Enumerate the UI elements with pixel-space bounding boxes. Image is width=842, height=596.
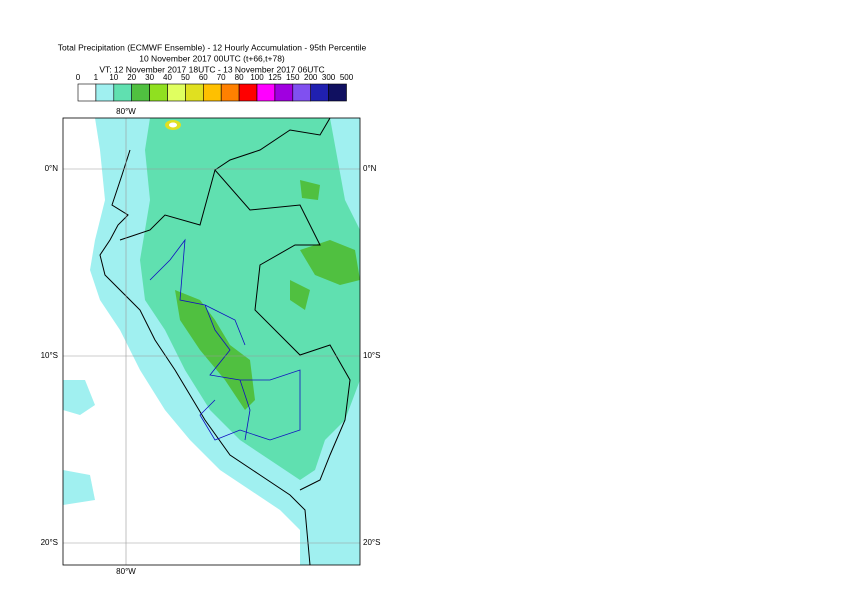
colorbar-label: 125 — [268, 73, 282, 82]
title-line: 10 November 2017 00UTC (t+66,t+78) — [139, 53, 285, 63]
colorbar-label: 20 — [127, 73, 136, 82]
colorbar-box — [256, 83, 276, 102]
admin-border — [149, 238, 301, 441]
map — [63, 118, 360, 565]
colorbar-label: 200 — [304, 73, 318, 82]
colorbar-label: 50 — [181, 73, 190, 82]
lat-label: 0°N — [363, 164, 377, 173]
rain-patch — [290, 180, 360, 310]
lat-label: 20°S — [41, 538, 58, 547]
colorbar-label: 10 — [109, 73, 118, 82]
dry-ocean — [63, 118, 300, 565]
colorbar-label: 500 — [340, 73, 354, 82]
colorbar: 0 1 10 20 30 40 50 60 70 80 100 125 150 200 300 500 — [76, 73, 354, 102]
coastline — [99, 149, 311, 565]
map-frame — [62, 117, 361, 566]
colorbar-box — [274, 83, 294, 102]
colorbar-box — [149, 83, 168, 102]
colorbar-label: 80 — [235, 73, 244, 82]
colorbar-box — [220, 83, 240, 102]
colorbar-box — [113, 83, 133, 102]
colorbar-label: 40 — [163, 73, 172, 82]
lat-label: 0°N — [45, 164, 59, 173]
lon-label: 80°W — [116, 107, 136, 116]
title-line: Total Precipitation (ECMWF Ensemble) - 1… — [58, 42, 367, 52]
lat-label: 10°S — [41, 351, 58, 360]
colorbar-box — [292, 83, 311, 102]
colorbar-box — [131, 83, 150, 102]
rain-band — [175, 290, 255, 410]
colorbar-label: 100 — [250, 73, 264, 82]
lon-label: 80°W — [116, 567, 136, 576]
wet-ocean — [63, 380, 95, 505]
border — [214, 118, 331, 171]
colorbar-label: 150 — [286, 73, 300, 82]
colorbar-label: 0 — [76, 73, 81, 82]
colorbar-box — [238, 83, 258, 102]
colorbar-box — [77, 83, 97, 102]
title-line: VT: 12 November 2017 18UTC - 13 November… — [99, 64, 324, 74]
colorbar-box — [203, 83, 222, 102]
colorbar-box — [328, 83, 347, 102]
lat-label: 20°S — [363, 538, 380, 547]
rain-max — [169, 122, 177, 128]
lat-label: 10°S — [363, 351, 380, 360]
colorbar-label: 60 — [199, 73, 208, 82]
colorbar-box — [310, 83, 329, 102]
colorbar-label: 1 — [94, 73, 99, 82]
colorbar-label: 300 — [322, 73, 336, 82]
border — [119, 168, 351, 491]
colorbar-box — [167, 83, 186, 102]
colorbar-box — [185, 83, 204, 102]
colorbar-box — [95, 83, 115, 102]
colorbar-label: 30 — [145, 73, 154, 82]
colorbar-label: 70 — [217, 73, 226, 82]
land-rain — [140, 118, 360, 480]
